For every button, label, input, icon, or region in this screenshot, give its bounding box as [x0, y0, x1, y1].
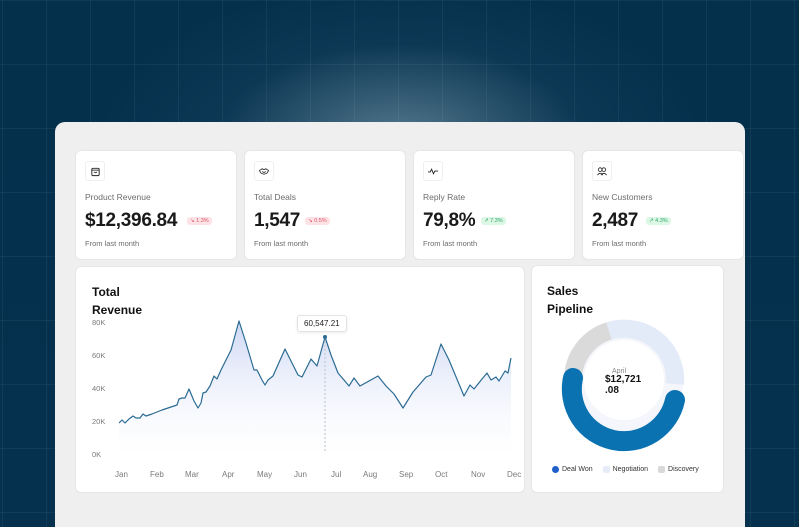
x-tick: Oct	[435, 470, 448, 479]
pipeline-donut-chart[interactable]	[532, 266, 725, 494]
users-icon	[592, 161, 612, 181]
stat-card-reply-rate[interactable]: Reply Rate 79,8% ↗ 7.3% From last month	[413, 150, 575, 260]
x-tick: Mar	[185, 470, 199, 479]
stat-label: New Customers	[592, 192, 653, 202]
stat-value: 1,547	[254, 210, 301, 231]
x-tick: Aug	[363, 470, 378, 479]
x-tick: Jan	[115, 470, 128, 479]
pipeline-title: Sales Pipeline	[547, 284, 594, 316]
donut-center-label: April $12,721 .08	[605, 368, 642, 396]
stat-card-product-revenue[interactable]: Product Revenue $12,396.84 ↘ 1.3% From l…	[75, 150, 237, 260]
y-tick: 0K	[92, 450, 102, 459]
change-badge: ↘ 1.3%	[187, 217, 212, 225]
stat-footnote: From last month	[85, 239, 140, 248]
shopping-bag-icon	[85, 161, 105, 181]
change-badge: ↘ 0.5%	[305, 217, 330, 225]
change-badge: ↗ 4.3%	[646, 217, 671, 225]
legend-swatch-icon	[602, 466, 610, 473]
y-tick: 20K	[92, 417, 106, 426]
activity-icon	[423, 161, 443, 181]
stat-card-new-customers[interactable]: New Customers 2,487 ↗ 4.3% From last mon…	[582, 150, 744, 260]
revenue-area-chart[interactable]	[76, 267, 526, 494]
sales-pipeline-card: Sales Pipeline April $12,721 .08 Deal Wo…	[531, 265, 724, 493]
stat-label: Reply Rate	[423, 192, 466, 202]
revenue-title: Total Revenue	[92, 285, 143, 317]
change-badge: ↗ 7.3%	[481, 217, 506, 225]
y-tick: 40K	[92, 384, 106, 393]
x-tick: Jun	[294, 470, 307, 479]
stat-footnote: From last month	[423, 239, 478, 248]
stat-label: Product Revenue	[85, 192, 151, 202]
y-tick: 60K	[92, 351, 106, 360]
stat-value: 79,8%	[423, 210, 476, 231]
stat-footnote: From last month	[592, 239, 647, 248]
x-tick: Apr	[222, 470, 235, 479]
y-tick: 80K	[92, 318, 106, 327]
x-tick: Nov	[471, 470, 486, 479]
x-tick: Sep	[399, 470, 414, 479]
legend-swatch-icon	[658, 466, 666, 473]
stat-value: 2,487	[592, 210, 639, 231]
x-tick: Jul	[331, 470, 342, 479]
chart-tooltip: 60,547.21	[297, 315, 347, 332]
stat-card-total-deals[interactable]: Total Deals 1,547 ↘ 0.5% From last month	[244, 150, 406, 260]
legend-item-negotiation[interactable]: Negotiation	[602, 466, 648, 473]
stat-footnote: From last month	[254, 239, 309, 248]
legend-swatch-icon	[552, 466, 559, 473]
x-tick: May	[257, 470, 273, 479]
handshake-icon	[254, 161, 274, 181]
stat-value: $12,396.84	[85, 210, 178, 231]
total-revenue-card: Total Revenue 80K 60K 40K 20K 0K 60,547.…	[75, 266, 525, 493]
stat-label: Total Deals	[254, 192, 297, 202]
x-tick: Feb	[150, 470, 164, 479]
x-tick: Dec	[507, 470, 522, 479]
legend-item-deal-won[interactable]: Deal Won	[552, 466, 593, 473]
pipeline-legend: Deal Won Negotiation Discovery	[552, 466, 699, 473]
legend-item-discovery[interactable]: Discovery	[658, 466, 699, 473]
